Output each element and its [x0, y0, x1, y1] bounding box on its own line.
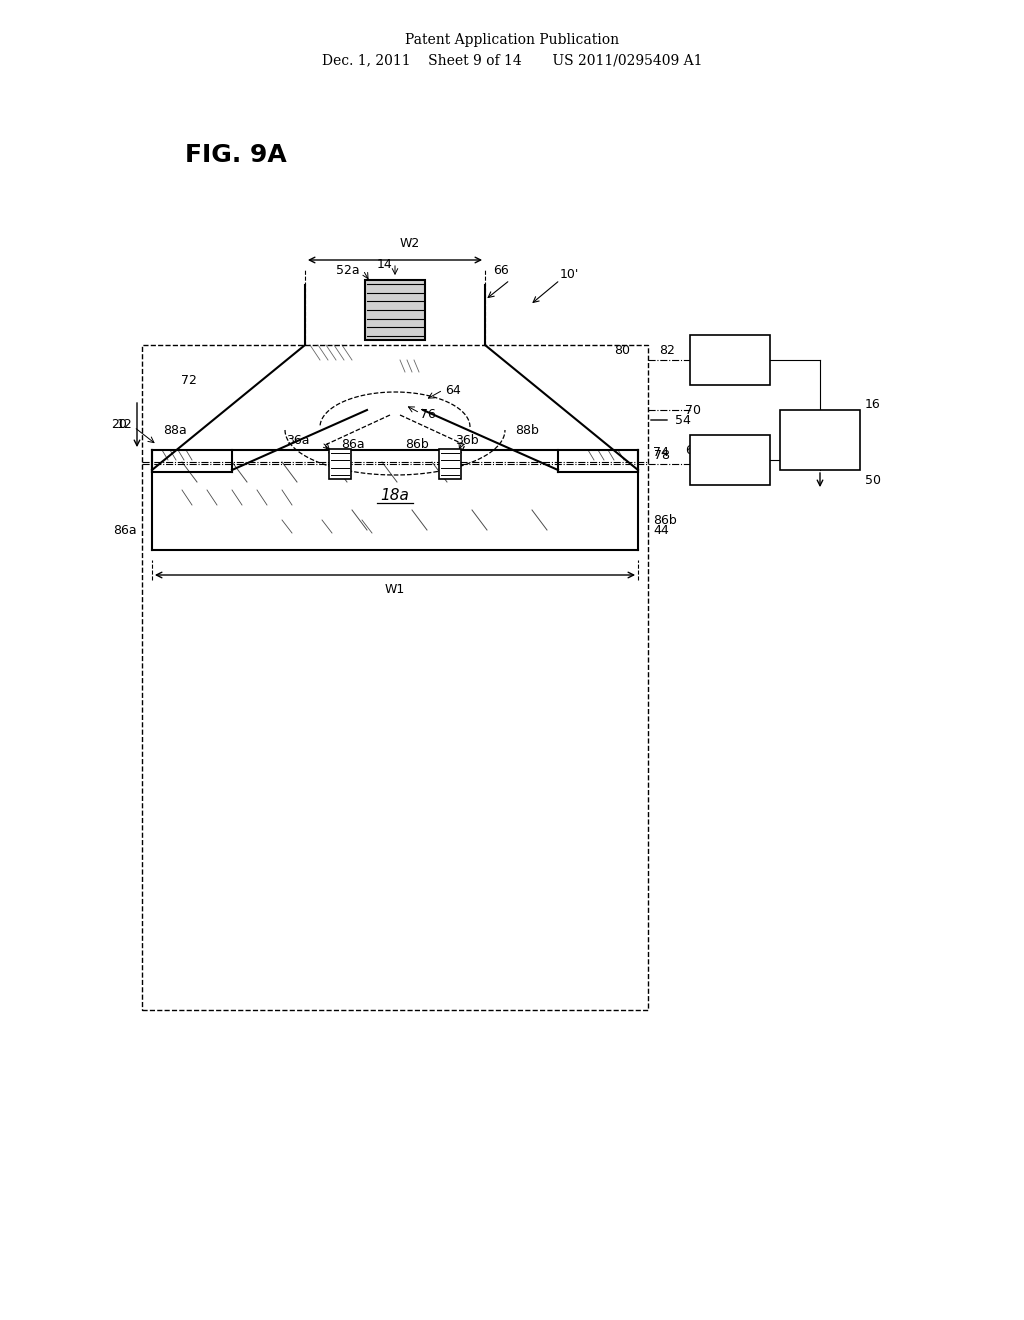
Text: 72: 72 — [181, 374, 197, 387]
Text: 16: 16 — [865, 399, 881, 412]
Text: 86a: 86a — [114, 524, 137, 536]
Text: 64: 64 — [445, 384, 461, 396]
Text: 78: 78 — [654, 449, 670, 462]
Text: W1: W1 — [385, 583, 406, 597]
Text: 86b: 86b — [653, 513, 677, 527]
Text: 88b: 88b — [515, 424, 539, 437]
Text: 74: 74 — [653, 446, 669, 458]
Text: 10': 10' — [560, 268, 580, 281]
Text: 76: 76 — [420, 408, 436, 421]
Text: 12: 12 — [117, 418, 132, 432]
Text: CU: CU — [808, 433, 831, 447]
Text: 70: 70 — [685, 404, 701, 417]
Text: 36a: 36a — [287, 433, 310, 446]
Text: 66: 66 — [493, 264, 509, 276]
Bar — [690, 436, 770, 484]
Bar — [690, 335, 770, 385]
Text: W2: W2 — [400, 238, 420, 249]
Text: 20: 20 — [112, 418, 127, 432]
Bar — [439, 449, 461, 479]
Text: 54: 54 — [675, 413, 691, 426]
Text: 88a: 88a — [163, 424, 187, 437]
Text: 18a: 18a — [381, 488, 410, 503]
Text: Patent Application Publication: Patent Application Publication — [404, 33, 620, 48]
Text: 86a: 86a — [341, 438, 365, 451]
Bar — [329, 449, 351, 479]
Bar — [142, 345, 648, 1010]
Text: 44: 44 — [653, 524, 669, 536]
Bar — [365, 280, 425, 341]
Bar — [780, 411, 860, 470]
Text: FIG. 9A: FIG. 9A — [185, 143, 287, 168]
Text: M1: M1 — [717, 453, 742, 467]
Text: 50: 50 — [865, 474, 881, 487]
Text: 14: 14 — [377, 259, 393, 272]
Text: Dec. 1, 2011    Sheet 9 of 14       US 2011/0295409 A1: Dec. 1, 2011 Sheet 9 of 14 US 2011/02954… — [322, 53, 702, 67]
Text: 52a: 52a — [336, 264, 360, 276]
Text: 86b: 86b — [406, 438, 429, 451]
Text: 36b: 36b — [455, 433, 478, 446]
Text: M2: M2 — [717, 352, 743, 367]
Text: 68: 68 — [685, 444, 700, 457]
Text: 82: 82 — [659, 345, 675, 356]
Text: 80: 80 — [614, 345, 630, 356]
